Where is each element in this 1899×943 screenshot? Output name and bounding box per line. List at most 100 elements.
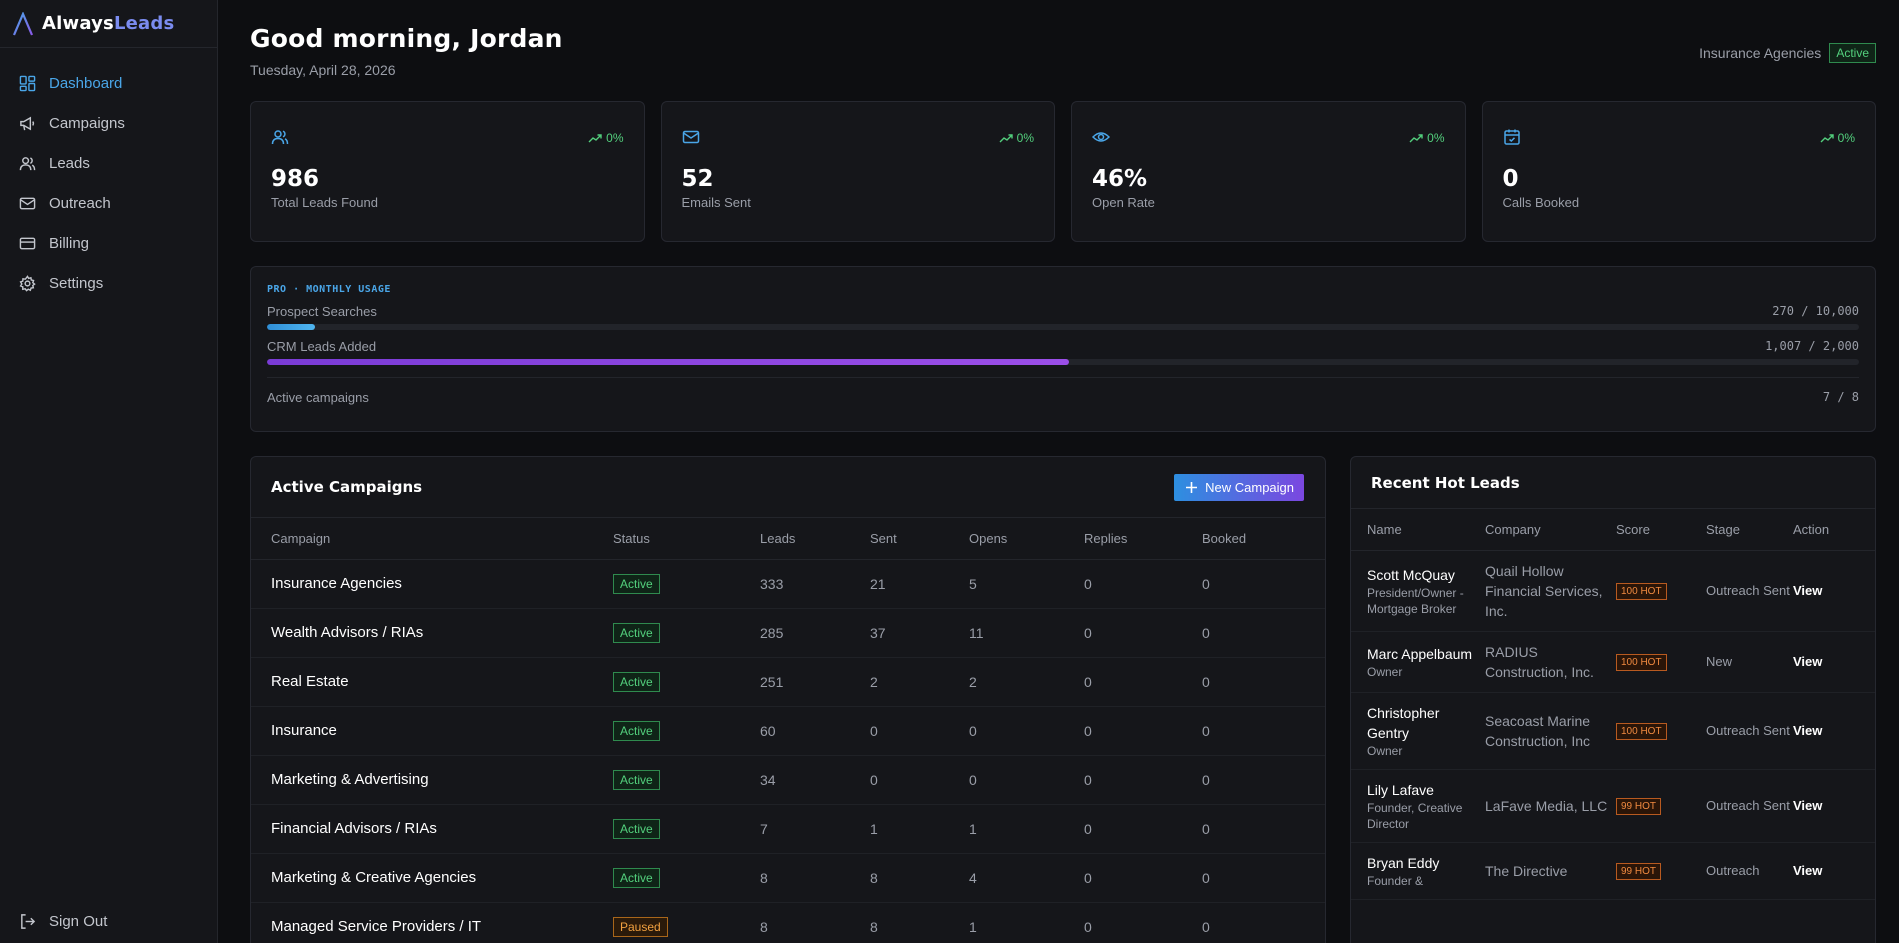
brand[interactable]: AlwaysLeads bbox=[0, 0, 217, 48]
sign-out-button[interactable]: Sign Out bbox=[19, 909, 107, 933]
replies-cell: 0 bbox=[1084, 755, 1202, 805]
panel-title: Recent Hot Leads bbox=[1371, 473, 1520, 492]
status-badge: Active bbox=[613, 867, 660, 888]
replies-cell: 0 bbox=[1084, 559, 1202, 609]
table-row[interactable]: Bryan Eddy Founder & The Directive 99 HOT… bbox=[1351, 842, 1875, 900]
sidebar-item-label: Campaigns bbox=[49, 114, 125, 132]
mail-icon bbox=[682, 130, 699, 144]
opens-cell: 5 bbox=[969, 559, 1084, 609]
column-header: Company bbox=[1485, 509, 1616, 551]
leads-cell: 34 bbox=[760, 755, 870, 805]
hot-leads-panel: Recent Hot Leads Name Company Score Stag… bbox=[1350, 456, 1876, 943]
column-header[interactable]: Status bbox=[613, 518, 760, 560]
stat-label: Calls Booked bbox=[1502, 195, 1580, 210]
stat-label: Emails Sent bbox=[681, 195, 751, 210]
stat-label: Open Rate bbox=[1092, 195, 1155, 210]
sent-cell: 0 bbox=[870, 706, 969, 756]
table-row[interactable]: Insurance Agencies Active 333 21 5 0 0 bbox=[251, 559, 1325, 609]
new-campaign-button[interactable]: New Campaign bbox=[1174, 473, 1304, 501]
column-header[interactable]: Replies bbox=[1084, 518, 1202, 560]
view-button[interactable]: View bbox=[1793, 722, 1823, 738]
table-row[interactable]: Marketing & Advertising Active 34 0 0 0 … bbox=[251, 755, 1325, 805]
table-row[interactable]: Real Estate Active 251 2 2 0 0 bbox=[251, 657, 1325, 707]
replies-cell: 0 bbox=[1084, 706, 1202, 756]
campaign-name[interactable]: Financial Advisors / RIAs bbox=[251, 804, 613, 854]
score-badge: 100 HOT bbox=[1616, 583, 1667, 600]
progress-bar bbox=[267, 359, 1859, 365]
sidebar-item-billing[interactable]: Billing bbox=[0, 223, 217, 263]
lead-stage: Outreach bbox=[1706, 862, 1760, 878]
status-badge: Active bbox=[613, 622, 660, 643]
sidebar-item-settings[interactable]: Settings bbox=[0, 263, 217, 303]
table-row[interactable]: Lily Lafave Founder, Creative Director La… bbox=[1351, 769, 1875, 843]
lead-name: Lily Lafave bbox=[1367, 781, 1434, 798]
stat-card-leads: 0% 986 Total Leads Found bbox=[250, 101, 645, 242]
status-badge: Active bbox=[1829, 43, 1876, 63]
column-header[interactable]: Leads bbox=[760, 518, 870, 560]
booked-cell: 0 bbox=[1202, 804, 1325, 854]
campaign-name[interactable]: Marketing & Creative Agencies bbox=[251, 853, 613, 903]
current-date: Tuesday, April 28, 2026 bbox=[250, 62, 396, 78]
stat-value: 46% bbox=[1092, 166, 1148, 192]
status-badge: Active bbox=[613, 818, 660, 839]
trending-up-icon bbox=[1409, 134, 1423, 143]
table-row[interactable]: Insurance Active 60 0 0 0 0 bbox=[251, 706, 1325, 756]
usage-value: 7 / 8 bbox=[1822, 390, 1859, 404]
trend-indicator: 0% bbox=[588, 131, 624, 145]
campaign-name[interactable]: Wealth Advisors / RIAs bbox=[251, 608, 613, 658]
score-badge: 100 HOT bbox=[1616, 723, 1667, 740]
lead-name: Christopher Gentry bbox=[1367, 704, 1440, 741]
table-row[interactable]: Christopher Gentry Owner Seacoast Marine … bbox=[1351, 692, 1875, 770]
column-header[interactable]: Opens bbox=[969, 518, 1084, 560]
campaign-name[interactable]: Insurance Agencies bbox=[251, 559, 613, 609]
stat-card-emails: 0% 52 Emails Sent bbox=[660, 101, 1055, 242]
opens-cell: 0 bbox=[969, 706, 1084, 756]
booked-cell: 0 bbox=[1202, 559, 1325, 609]
campaign-name[interactable]: Insurance bbox=[251, 706, 613, 756]
column-header[interactable]: Campaign bbox=[251, 518, 613, 560]
lead-title: President/Owner - Mortgage Broker bbox=[1367, 585, 1464, 616]
table-row[interactable]: Marketing & Creative Agencies Active 8 8… bbox=[251, 853, 1325, 903]
column-header[interactable]: Booked bbox=[1202, 518, 1325, 560]
score-badge: 99 HOT bbox=[1616, 798, 1662, 815]
view-button[interactable]: View bbox=[1793, 582, 1823, 598]
table-row[interactable]: Wealth Advisors / RIAs Active 285 37 11 … bbox=[251, 608, 1325, 658]
sidebar-item-dashboard[interactable]: Dashboard bbox=[0, 63, 217, 103]
calendar-check-icon bbox=[1503, 129, 1520, 145]
replies-cell: 0 bbox=[1084, 608, 1202, 658]
table-row[interactable]: Marc Appelbaum Owner RADIUS Construction,… bbox=[1351, 631, 1875, 693]
bottom-row: Active Campaigns New Campaign Campaign S… bbox=[250, 456, 1876, 943]
booked-cell: 0 bbox=[1202, 706, 1325, 756]
progress-fill bbox=[267, 359, 1069, 365]
table-row[interactable]: Financial Advisors / RIAs Active 7 1 1 0… bbox=[251, 804, 1325, 854]
leads-cell: 8 bbox=[760, 853, 870, 903]
sent-cell: 8 bbox=[870, 853, 969, 903]
opens-cell: 11 bbox=[969, 608, 1084, 658]
sidebar-item-leads[interactable]: Leads bbox=[0, 143, 217, 183]
view-button[interactable]: View bbox=[1793, 653, 1823, 669]
trend-indicator: 0% bbox=[1820, 131, 1855, 145]
campaign-name[interactable]: Managed Service Providers / IT bbox=[251, 902, 613, 943]
plus-icon bbox=[1186, 481, 1198, 493]
view-button[interactable]: View bbox=[1793, 862, 1823, 878]
sidebar-item-campaigns[interactable]: Campaigns bbox=[0, 103, 217, 143]
campaign-name[interactable]: Real Estate bbox=[251, 657, 613, 707]
column-header[interactable]: Sent bbox=[870, 518, 969, 560]
campaign-label: Insurance Agencies bbox=[1699, 45, 1822, 61]
campaign-name[interactable]: Marketing & Advertising bbox=[251, 755, 613, 805]
stat-value: 986 bbox=[271, 166, 320, 192]
progress-bar bbox=[267, 324, 1859, 330]
booked-cell: 0 bbox=[1202, 755, 1325, 805]
sent-cell: 8 bbox=[870, 902, 969, 943]
booked-cell: 0 bbox=[1202, 902, 1325, 943]
lead-stage: New bbox=[1706, 653, 1733, 669]
view-button[interactable]: View bbox=[1793, 797, 1823, 813]
panel-title: Active Campaigns bbox=[271, 478, 423, 496]
column-header: Stage bbox=[1706, 509, 1793, 551]
table-row[interactable]: Scott McQuay President/Owner - Mortgage B… bbox=[1351, 550, 1875, 632]
sidebar-item-label: Settings bbox=[49, 274, 104, 292]
table-row[interactable]: Managed Service Providers / IT Paused 8 … bbox=[251, 902, 1325, 943]
replies-cell: 0 bbox=[1084, 902, 1202, 943]
trend-indicator: 0% bbox=[999, 131, 1034, 145]
sidebar-item-outreach[interactable]: Outreach bbox=[0, 183, 217, 223]
